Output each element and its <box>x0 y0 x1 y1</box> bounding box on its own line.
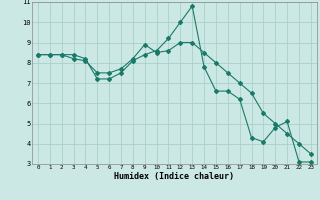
X-axis label: Humidex (Indice chaleur): Humidex (Indice chaleur) <box>115 172 234 181</box>
